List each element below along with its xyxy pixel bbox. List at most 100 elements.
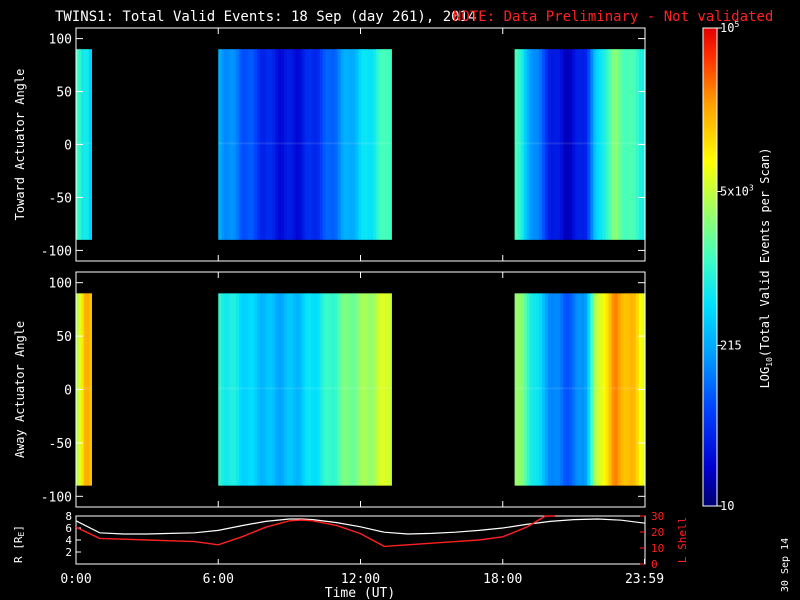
toward-heatmap <box>76 49 646 240</box>
x-tick-label: 18:00 <box>483 572 522 587</box>
away-heatmap-cell <box>322 293 327 486</box>
toward-heatmap-cell <box>251 49 255 240</box>
away-heatmap-cell <box>590 293 595 486</box>
colorbar-label: LOG10(Total Valid Events per Scan) <box>758 148 774 389</box>
toward-panel: 100 50 0 -50 -100 Toward Actuator Angle <box>13 27 646 262</box>
away-ytick-label: 100 <box>49 277 72 292</box>
toward-heatmap-cell <box>541 49 546 240</box>
toward-heatmap-cell <box>271 49 276 240</box>
x-tick-label: 23:59 <box>625 572 664 587</box>
away-heatmap-cell <box>602 293 607 486</box>
toward-heatmap-cell <box>236 49 240 240</box>
toward-heatmap-cell <box>557 49 561 240</box>
away-heatmap-cell <box>367 293 372 486</box>
toward-heatmap-cell <box>313 49 318 240</box>
plot-title: TWINS1: Total Valid Events: 18 Sep (day … <box>55 9 476 25</box>
away-heatmap-cell <box>224 293 228 486</box>
toward-heatmap-cell <box>83 49 87 240</box>
toward-heatmap-cell <box>233 49 237 240</box>
toward-heatmap-cell <box>346 49 351 240</box>
toward-heatmap-cell <box>596 49 601 240</box>
toward-heatmap-cell <box>520 49 525 240</box>
toward-heatmap-cell <box>578 49 582 240</box>
toward-heatmap-cell <box>523 49 528 240</box>
toward-heatmap-cell <box>254 49 258 240</box>
colorbar-tick-label: 10 <box>720 499 734 513</box>
toward-heatmap-cell <box>257 49 261 240</box>
away-ytick-label: -50 <box>49 437 72 452</box>
colorbar-tick-label: 215 <box>720 338 742 352</box>
away-heatmap-cell <box>382 293 386 486</box>
toward-heatmap-cell <box>277 49 282 240</box>
date-stamp: 30 Sep 14 <box>780 538 791 592</box>
toward-heatmap-cell <box>361 49 366 240</box>
toward-heatmap-cell <box>623 49 628 240</box>
toward-heatmap-cell <box>620 49 625 240</box>
away-heatmap-cell <box>523 293 528 486</box>
away-heatmap-cell <box>560 293 564 486</box>
l-shell-ytick-label: 30 <box>651 510 664 523</box>
away-heatmap-cell <box>608 293 613 486</box>
toward-heatmap-cell <box>385 49 389 240</box>
toward-heatmap-cell <box>544 49 549 240</box>
away-heatmap-cell <box>554 293 558 486</box>
toward-heatmap-cell <box>526 49 531 240</box>
toward-heatmap-cell <box>325 49 330 240</box>
away-heatmap-cell <box>569 293 573 486</box>
toward-heatmap-cell <box>316 49 321 240</box>
toward-heatmap-cell <box>626 49 631 240</box>
r-series-line <box>75 518 646 535</box>
toward-heatmap-cell <box>352 49 357 240</box>
toward-heatmap-cell <box>554 49 558 240</box>
away-heatmap-cell <box>248 293 252 486</box>
away-heatmap-cell <box>286 293 291 486</box>
toward-heatmap-cell <box>379 49 383 240</box>
away-heatmap-cell <box>563 293 567 486</box>
away-heatmap-cell <box>544 293 549 486</box>
away-heatmap-cell <box>599 293 604 486</box>
toward-heatmap-cell <box>388 49 392 240</box>
away-heatmap-cell <box>349 293 354 486</box>
toward-heatmap-cell <box>289 49 294 240</box>
toward-heatmap-cell <box>268 49 273 240</box>
toward-heatmap-cell <box>304 49 309 240</box>
toward-heatmap-cell <box>283 49 288 240</box>
x-tick-label: 12:00 <box>341 572 380 587</box>
toward-heatmap-cell <box>370 49 375 240</box>
away-heatmap-cell <box>295 293 300 486</box>
toward-heatmap-cell <box>608 49 613 240</box>
away-heatmap-cell <box>620 293 625 486</box>
toward-heatmap-cell <box>248 49 252 240</box>
toward-heatmap-cell <box>218 49 222 240</box>
x-tick-label: 0:00 <box>60 572 91 587</box>
colorbar-gradient <box>702 27 718 507</box>
toward-heatmap-cell <box>590 49 595 240</box>
toward-heatmap-cell <box>221 49 225 240</box>
away-heatmap-cell <box>88 293 93 486</box>
away-ylabel: Away Actuator Angle <box>13 321 27 458</box>
away-heatmap-cell <box>373 293 377 486</box>
toward-heatmap-cell <box>307 49 312 240</box>
toward-ytick-label: 100 <box>49 33 72 48</box>
away-heatmap-cell <box>292 293 297 486</box>
toward-heatmap-cell <box>581 49 585 240</box>
away-heatmap-cell <box>587 293 592 486</box>
toward-heatmap-cell <box>529 49 534 240</box>
away-heatmap-cell <box>271 293 276 486</box>
away-heatmap-cell <box>218 293 222 486</box>
toward-heatmap-cell <box>280 49 285 240</box>
away-heatmap-cell <box>358 293 363 486</box>
toward-heatmap-cell <box>538 49 543 240</box>
away-heatmap-cell <box>328 293 333 486</box>
away-ytick-label: -100 <box>41 490 72 505</box>
away-heatmap-cell <box>352 293 357 486</box>
toward-heatmap-cell <box>86 49 90 240</box>
orbit-ytick-label: 2 <box>65 546 72 559</box>
toward-heatmap-cell <box>227 49 231 240</box>
away-zero-band <box>76 387 92 390</box>
away-heatmap-cell <box>319 293 324 486</box>
away-heatmap-cell <box>257 293 261 486</box>
away-heatmap-cell <box>379 293 383 486</box>
colorbar-ticks: 105 5x103 215 10 <box>717 20 754 513</box>
toward-heatmap-cell <box>239 49 243 240</box>
